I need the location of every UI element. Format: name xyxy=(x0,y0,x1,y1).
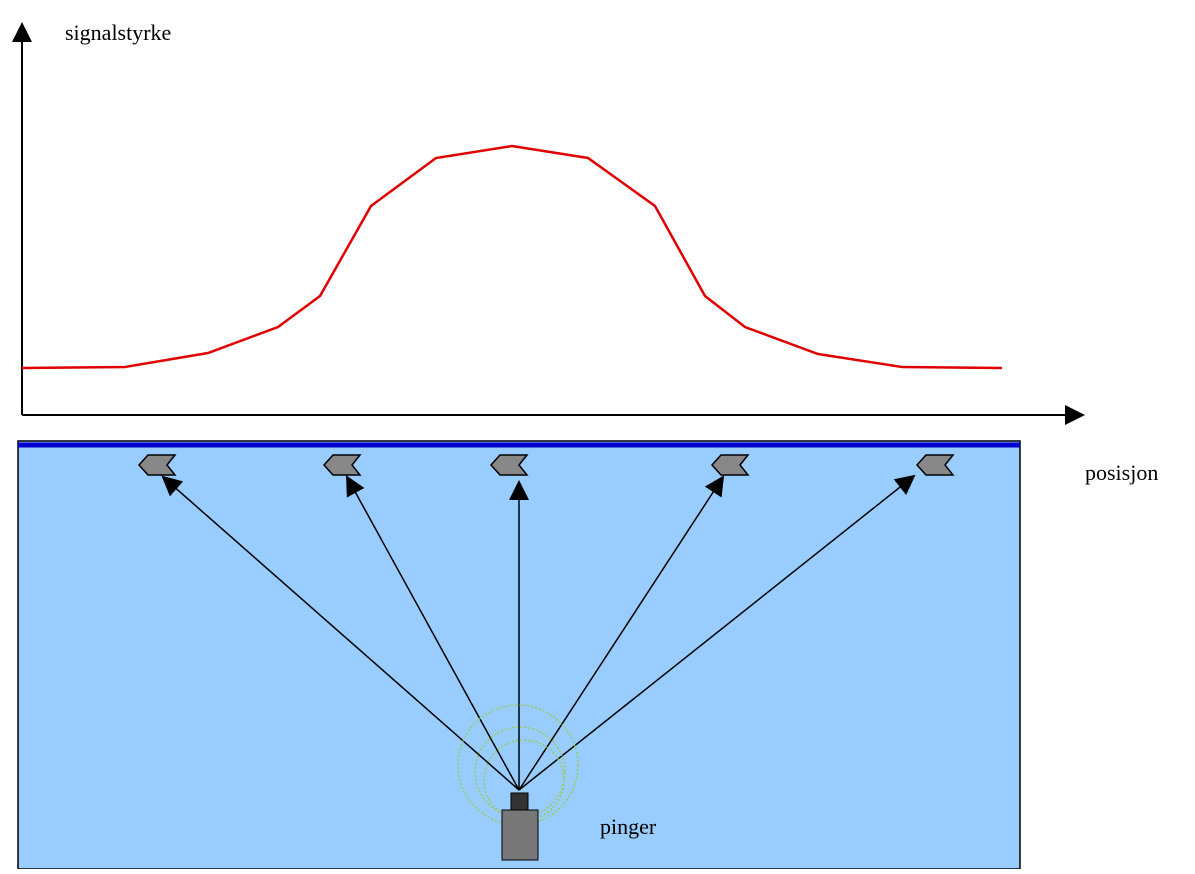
receiver xyxy=(710,454,750,476)
pinger-body xyxy=(501,809,539,861)
receiver xyxy=(489,454,529,476)
receiver xyxy=(137,454,177,476)
ray xyxy=(518,475,725,791)
rays xyxy=(161,474,916,791)
receivers xyxy=(137,454,955,476)
ray xyxy=(346,475,520,791)
y-axis-label: signalstyrke xyxy=(65,20,171,45)
signal-curve xyxy=(21,144,1003,370)
pinger-label: pinger xyxy=(600,814,657,839)
wave xyxy=(474,726,566,818)
ray xyxy=(518,474,916,791)
wave xyxy=(457,704,579,826)
wave xyxy=(483,739,565,821)
ping-waves xyxy=(457,704,579,826)
receiver xyxy=(322,454,362,476)
pinger-head xyxy=(510,792,529,811)
receiver xyxy=(915,454,955,476)
x-axis-label: posisjon xyxy=(1085,460,1158,485)
ray xyxy=(161,475,520,791)
